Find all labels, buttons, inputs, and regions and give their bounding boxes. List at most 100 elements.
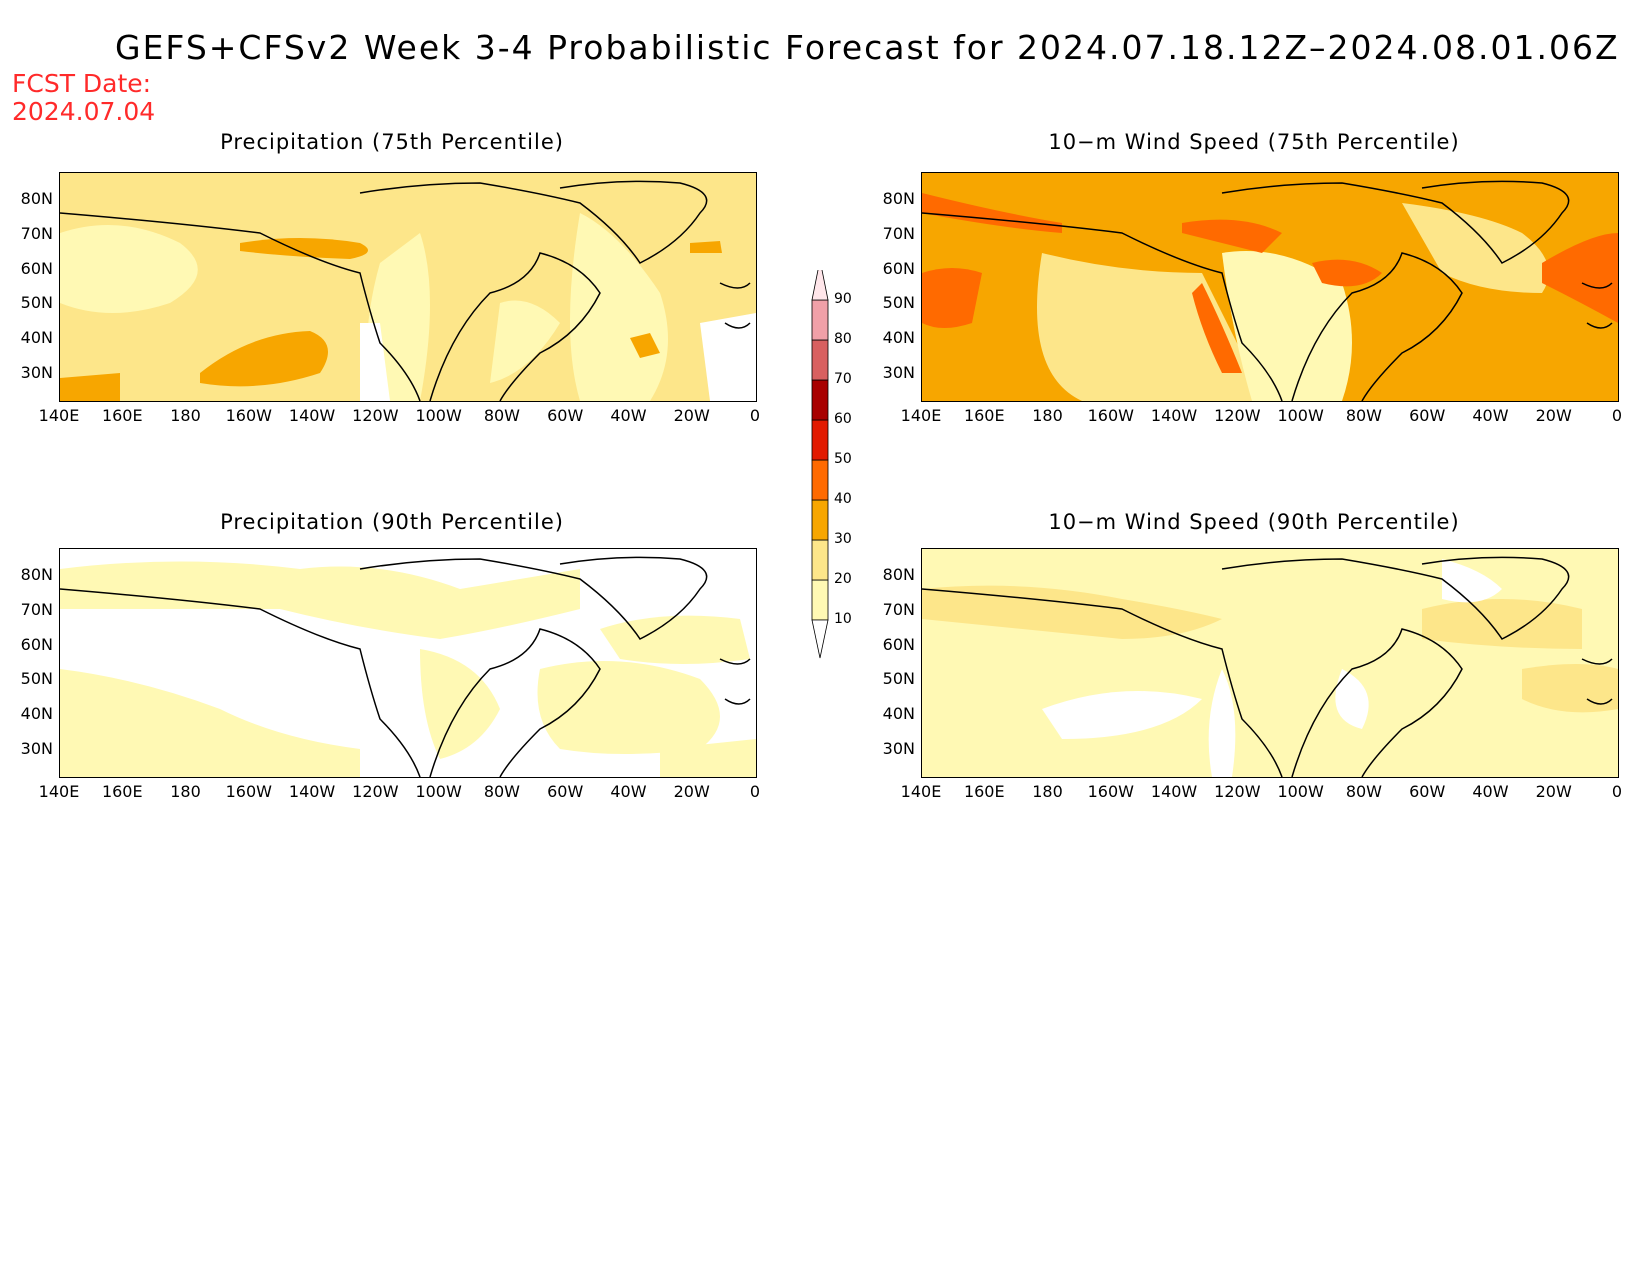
longitude-tick-label: 100W	[1277, 406, 1324, 425]
longitude-tick-label: 160W	[225, 406, 272, 425]
longitude-tick-label: 60W	[1409, 406, 1446, 425]
colorbar-tick-label: 70	[834, 371, 852, 387]
map-wind-75	[921, 172, 1619, 402]
latitude-tick-label: 50N	[20, 293, 53, 313]
map-precip-90-svg	[60, 549, 756, 777]
latitude-tick-label: 80N	[882, 189, 915, 209]
map-wind-90	[921, 548, 1619, 778]
panel-title-precip-75: Precipitation (75th Percentile)	[220, 130, 564, 154]
longitude-tick-label: 140W	[1150, 406, 1198, 425]
longitude-tick-label: 140E	[900, 406, 942, 425]
latitude-tick-label: 70N	[20, 600, 53, 619]
longitude-tick-label: 120W	[1214, 406, 1261, 425]
colorbar-segment	[811, 299, 829, 341]
latitude-tick-label: 80N	[20, 565, 53, 585]
colorbar-segment	[811, 259, 829, 301]
longitude-tick-label: 40W	[1472, 406, 1509, 425]
longitude-tick-label: 180	[170, 782, 201, 801]
latitude-tick-label: 40N	[20, 704, 53, 723]
longitude-tick-label: 160W	[225, 782, 272, 801]
colorbar-segment	[811, 539, 829, 581]
longitude-tick-label: 140E	[38, 406, 80, 425]
longitude-tick-label: 140E	[900, 782, 942, 801]
longitude-tick-label: 160E	[963, 782, 1005, 801]
longitude-tick-label: 80W	[1345, 782, 1382, 801]
colorbar-tick-label: 80	[834, 331, 852, 347]
longitude-tick-label: 160W	[1087, 782, 1134, 801]
colorbar-tick-label: 20	[834, 571, 852, 587]
longitude-tick-label: 0	[749, 406, 761, 425]
map-wind-75-svg	[922, 173, 1618, 401]
longitude-tick-label: 160W	[1087, 406, 1134, 425]
latitude-tick-label: 60N	[882, 634, 915, 654]
colorbar-segment	[811, 579, 829, 621]
longitude-tick-label: 20W	[673, 782, 710, 801]
longitude-tick-label: 80W	[1345, 406, 1382, 425]
latitude-tick-label: 70N	[882, 224, 915, 243]
longitude-tick-label: 60W	[547, 782, 584, 801]
latitude-tick-label: 70N	[20, 224, 53, 243]
latitude-tick-label: 80N	[882, 565, 915, 585]
longitude-tick-label: 80W	[483, 406, 520, 425]
longitude-tick-label: 160E	[963, 406, 1005, 425]
figure-title: GEFS+CFSv2 Week 3-4 Probabilistic Foreca…	[115, 28, 1620, 67]
colorbar-tick-label: 90	[834, 291, 852, 307]
map-precip-75	[59, 172, 757, 402]
panel-title-wind-75: 10−m Wind Speed (75th Percentile)	[1048, 130, 1460, 154]
latitude-tick-label: 30N	[20, 738, 53, 758]
longitude-tick-label: 160E	[101, 782, 143, 801]
panel-title-precip-90: Precipitation (90th Percentile)	[220, 510, 564, 534]
forecast-date-label: FCST Date:	[12, 69, 152, 98]
longitude-tick-label: 120W	[1214, 782, 1261, 801]
longitude-tick-label: 0	[749, 782, 761, 801]
latitude-tick-label: 50N	[882, 669, 915, 689]
map-precip-90	[59, 548, 757, 778]
forecast-date-value: 2024.07.04	[12, 97, 156, 126]
latitude-tick-label: 40N	[882, 704, 915, 723]
longitude-tick-label: 140W	[288, 782, 336, 801]
latitude-tick-label: 80N	[20, 189, 53, 209]
latitude-tick-label: 50N	[882, 293, 915, 313]
longitude-tick-label: 120W	[352, 782, 399, 801]
map-wind-90-svg	[922, 549, 1618, 777]
latitude-tick-label: 30N	[882, 362, 915, 382]
longitude-tick-label: 0	[1611, 406, 1623, 425]
latitude-tick-label: 60N	[882, 258, 915, 278]
longitude-tick-label: 80W	[483, 782, 520, 801]
colorbar-tick-label: 40	[834, 491, 852, 507]
colorbar-segment	[811, 419, 829, 461]
longitude-tick-label: 60W	[547, 406, 584, 425]
colorbar-tick-label: 50	[834, 451, 852, 467]
longitude-tick-label: 120W	[352, 406, 399, 425]
colorbar-svg	[811, 259, 829, 659]
latitude-tick-label: 40N	[20, 328, 53, 347]
longitude-tick-label: 40W	[610, 782, 647, 801]
colorbar-segment	[811, 619, 829, 659]
longitude-tick-label: 180	[170, 406, 201, 425]
longitude-tick-label: 20W	[673, 406, 710, 425]
longitude-tick-label: 180	[1032, 782, 1063, 801]
longitude-tick-label: 140W	[1150, 782, 1198, 801]
latitude-tick-label: 60N	[20, 634, 53, 654]
longitude-tick-label: 100W	[1277, 782, 1324, 801]
longitude-tick-label: 180	[1032, 406, 1063, 425]
map-precip-75-svg	[60, 173, 756, 401]
forecast-date: FCST Date: 2024.07.04	[12, 70, 155, 126]
longitude-tick-label: 100W	[415, 782, 462, 801]
colorbar-segment	[811, 499, 829, 541]
longitude-tick-label: 40W	[610, 406, 647, 425]
latitude-tick-label: 60N	[20, 258, 53, 278]
longitude-tick-label: 20W	[1535, 782, 1572, 801]
latitude-tick-label: 30N	[882, 738, 915, 758]
latitude-tick-label: 50N	[20, 669, 53, 689]
panel-title-wind-90: 10−m Wind Speed (90th Percentile)	[1048, 510, 1460, 534]
longitude-tick-label: 100W	[415, 406, 462, 425]
longitude-tick-label: 20W	[1535, 406, 1572, 425]
colorbar	[808, 259, 888, 670]
latitude-tick-label: 70N	[882, 600, 915, 619]
longitude-tick-label: 60W	[1409, 782, 1446, 801]
longitude-tick-label: 0	[1611, 782, 1623, 801]
longitude-tick-label: 40W	[1472, 782, 1509, 801]
colorbar-tick-label: 10	[834, 611, 852, 627]
longitude-tick-label: 160E	[101, 406, 143, 425]
